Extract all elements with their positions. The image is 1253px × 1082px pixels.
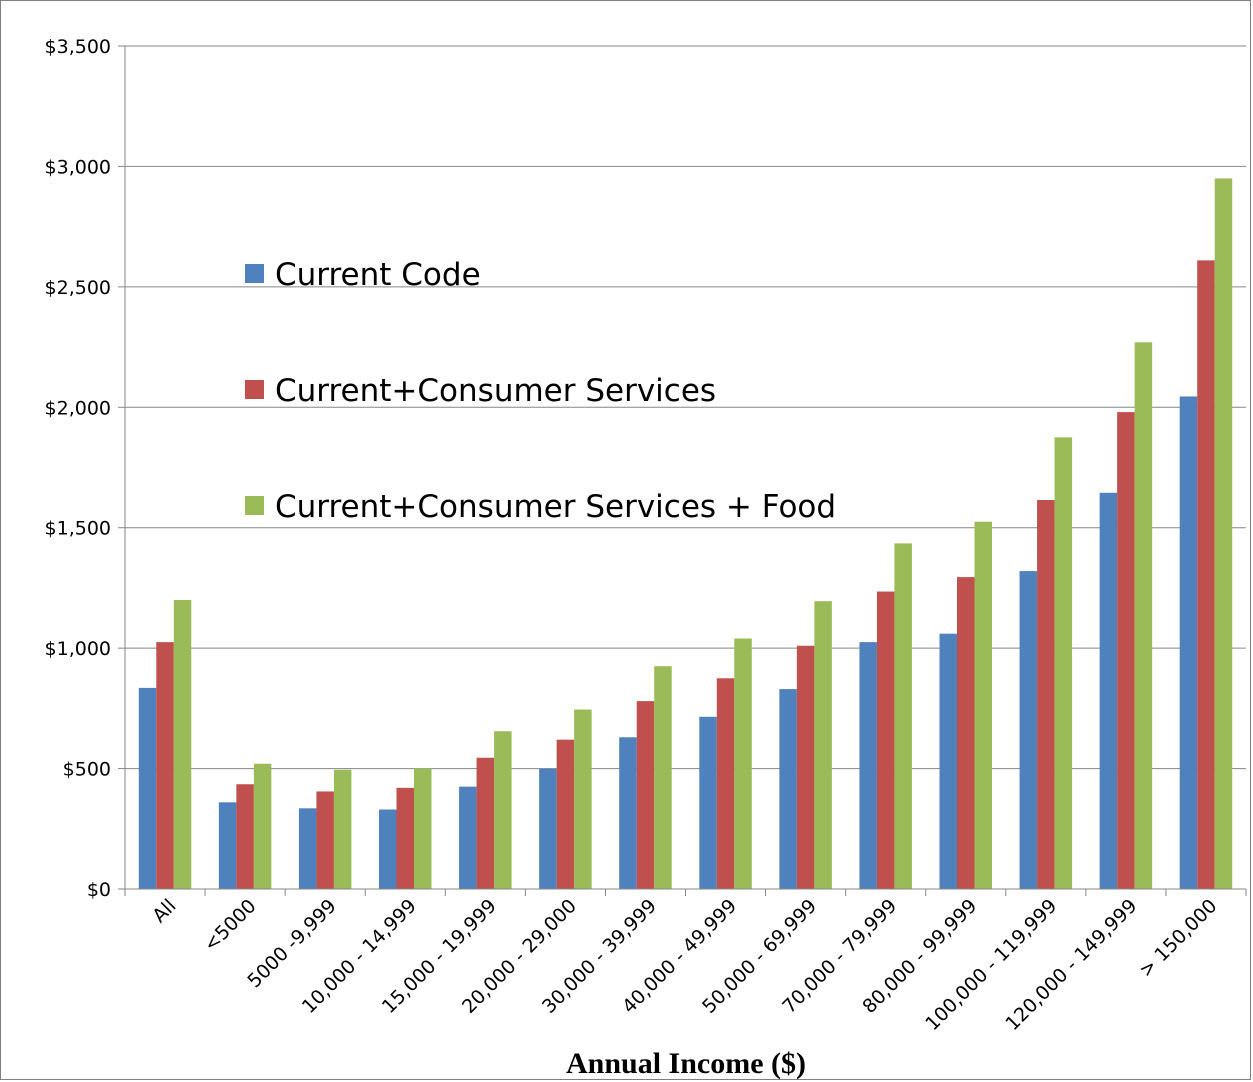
bar (218, 802, 237, 889)
legend-label: Current+Consumer Services + Food (275, 489, 836, 525)
y-tick-label: $3,000 (45, 156, 111, 178)
bar (414, 768, 432, 889)
bar (1179, 396, 1198, 889)
bar (894, 543, 912, 889)
bar (138, 687, 157, 889)
bar (796, 645, 815, 889)
legend-swatch (245, 380, 264, 399)
y-tick-label: $1,500 (45, 518, 111, 540)
y-tick-label: $2,500 (45, 277, 111, 299)
bar (1054, 437, 1073, 889)
x-tick-label: 100,000 - 119,999 (921, 895, 1061, 1035)
bar (779, 689, 797, 889)
bar (459, 786, 477, 889)
bar (379, 809, 397, 889)
x-axis-title: Annual Income ($) (566, 1047, 806, 1080)
axes (124, 46, 1247, 896)
bar (619, 737, 637, 889)
bar (699, 716, 717, 889)
bar (574, 709, 592, 889)
x-tick-label: 120,000 - 149,999 (1001, 895, 1141, 1035)
x-tick-label: <5000 (200, 895, 261, 956)
bar (939, 633, 957, 889)
bar (716, 678, 735, 889)
bar (957, 577, 975, 889)
bar (654, 666, 672, 889)
bars (138, 178, 1233, 889)
y-tick-label: $0 (87, 879, 111, 901)
bar (396, 787, 414, 889)
bar (556, 739, 575, 889)
bar (1099, 492, 1118, 889)
bar (1134, 342, 1153, 889)
x-tick-label: > 150,000 (1135, 895, 1222, 982)
x-tick-label: All (148, 895, 180, 927)
bar (236, 784, 254, 889)
bar (253, 763, 272, 889)
legend-swatch (245, 496, 264, 515)
bar (476, 757, 495, 889)
bar (1037, 500, 1055, 889)
bar (173, 599, 192, 889)
y-tick-label: $2,000 (45, 397, 111, 419)
bar (814, 601, 832, 889)
bar (316, 791, 334, 889)
y-tick-label: $500 (63, 759, 111, 781)
bar (1019, 571, 1038, 889)
bar (974, 521, 992, 889)
bar (333, 769, 352, 889)
gridlines (118, 45, 1246, 890)
y-tick-labels: $0 $500 $1,000 $1,500 $2,000 $2,500 $3,000 $3,5… (45, 36, 111, 901)
bar (636, 701, 655, 889)
bar (1117, 412, 1135, 889)
bar (156, 642, 174, 889)
bar (494, 731, 512, 889)
bar (298, 808, 317, 889)
legend: Current Code Current+Consumer Services Cur… (245, 257, 836, 525)
bar (1197, 260, 1215, 889)
y-tick-label: $3,500 (45, 36, 111, 58)
bar (1214, 178, 1233, 889)
y-tick-label: $1,000 (45, 638, 111, 660)
legend-swatch (245, 264, 264, 283)
bar (734, 638, 752, 889)
legend-label: Current Code (275, 257, 481, 293)
bar (876, 591, 895, 889)
bar (859, 642, 877, 889)
legend-label: Current+Consumer Services (275, 373, 716, 409)
bar (539, 768, 557, 889)
